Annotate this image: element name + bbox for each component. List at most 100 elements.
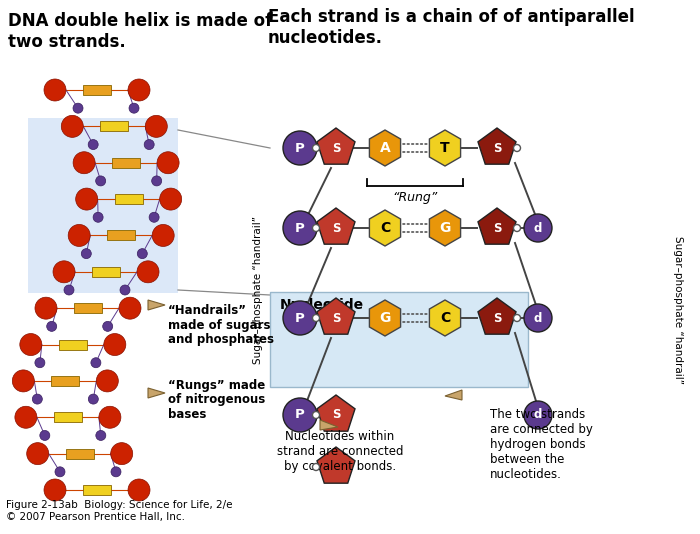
Text: C: C — [440, 311, 450, 325]
Bar — [66, 449, 94, 459]
Text: S: S — [332, 311, 340, 325]
Polygon shape — [317, 298, 355, 334]
Text: Sugar–phosphate “handrail”: Sugar–phosphate “handrail” — [673, 236, 683, 384]
Polygon shape — [370, 300, 400, 336]
Circle shape — [128, 479, 150, 501]
Text: Nucleotide: Nucleotide — [280, 298, 364, 312]
Polygon shape — [148, 388, 165, 398]
Circle shape — [68, 224, 90, 247]
Text: Sugar–phosphate “handrail”: Sugar–phosphate “handrail” — [253, 216, 263, 364]
Circle shape — [312, 224, 319, 232]
Circle shape — [120, 285, 130, 295]
Circle shape — [146, 115, 167, 137]
Circle shape — [514, 224, 521, 232]
Polygon shape — [317, 128, 355, 164]
Polygon shape — [370, 210, 400, 246]
Circle shape — [32, 394, 42, 404]
Circle shape — [104, 334, 126, 356]
Circle shape — [129, 103, 139, 113]
Circle shape — [35, 358, 45, 368]
FancyBboxPatch shape — [270, 292, 528, 387]
Text: C: C — [380, 221, 390, 235]
Circle shape — [514, 315, 521, 321]
Circle shape — [76, 188, 98, 210]
Text: S: S — [332, 142, 340, 154]
Circle shape — [81, 249, 91, 258]
Text: P: P — [295, 409, 305, 421]
Text: P: P — [295, 142, 305, 154]
Circle shape — [103, 321, 113, 332]
Circle shape — [47, 321, 57, 332]
Text: DNA double helix is made of
two strands.: DNA double helix is made of two strands. — [8, 12, 272, 51]
Text: G: G — [379, 311, 391, 325]
Circle shape — [111, 467, 121, 477]
Circle shape — [137, 261, 159, 283]
Circle shape — [283, 131, 317, 165]
Bar — [100, 121, 128, 131]
Bar — [83, 85, 111, 95]
Circle shape — [111, 443, 133, 465]
Text: G: G — [440, 221, 451, 235]
Circle shape — [64, 285, 74, 295]
Circle shape — [137, 249, 147, 258]
Polygon shape — [445, 390, 462, 400]
Circle shape — [97, 370, 118, 392]
Polygon shape — [478, 208, 516, 244]
Polygon shape — [317, 208, 355, 244]
Text: S: S — [332, 222, 340, 234]
Circle shape — [96, 176, 106, 186]
Text: “Rungs” made
of nitrogenous
bases: “Rungs” made of nitrogenous bases — [168, 379, 265, 421]
Circle shape — [88, 394, 98, 404]
Circle shape — [152, 176, 162, 186]
Text: Figure 2-13ab  Biology: Science for Life, 2/e
© 2007 Pearson Prentice Hall, Inc.: Figure 2-13ab Biology: Science for Life,… — [6, 500, 232, 522]
Circle shape — [524, 401, 552, 429]
Circle shape — [15, 406, 37, 428]
Circle shape — [93, 213, 103, 222]
Polygon shape — [148, 300, 165, 310]
Circle shape — [312, 412, 319, 419]
Text: d: d — [534, 409, 542, 421]
Circle shape — [283, 211, 317, 245]
Circle shape — [152, 224, 174, 247]
Circle shape — [524, 214, 552, 242]
Polygon shape — [317, 447, 355, 483]
Circle shape — [27, 443, 49, 465]
Circle shape — [160, 188, 182, 210]
Circle shape — [35, 297, 57, 319]
Circle shape — [44, 79, 66, 101]
Circle shape — [20, 334, 42, 356]
Polygon shape — [370, 130, 400, 166]
Text: S: S — [493, 311, 501, 325]
Bar — [51, 376, 79, 386]
Bar — [92, 267, 120, 277]
Circle shape — [13, 370, 34, 392]
Text: S: S — [493, 142, 501, 154]
Circle shape — [283, 301, 317, 335]
Circle shape — [128, 79, 150, 101]
Circle shape — [312, 315, 319, 321]
Circle shape — [96, 430, 106, 441]
Circle shape — [514, 145, 521, 152]
Circle shape — [149, 213, 159, 222]
Polygon shape — [429, 210, 461, 246]
Circle shape — [119, 297, 141, 319]
Text: P: P — [295, 222, 305, 234]
Text: “Rung”: “Rung” — [393, 191, 438, 204]
Circle shape — [62, 115, 83, 137]
Circle shape — [144, 139, 154, 150]
Circle shape — [40, 430, 50, 441]
Text: P: P — [295, 311, 305, 325]
Text: d: d — [534, 311, 542, 325]
Circle shape — [73, 152, 95, 174]
Bar — [112, 158, 140, 168]
Text: A: A — [379, 141, 391, 155]
Text: The two strands
are connected by
hydrogen bonds
between the
nucleotides.: The two strands are connected by hydroge… — [490, 408, 593, 481]
Bar — [54, 412, 82, 422]
Circle shape — [91, 358, 101, 368]
Text: d: d — [534, 222, 542, 234]
Polygon shape — [317, 395, 355, 431]
Polygon shape — [478, 298, 516, 334]
Circle shape — [44, 479, 66, 501]
Circle shape — [55, 467, 65, 477]
Circle shape — [157, 152, 179, 174]
